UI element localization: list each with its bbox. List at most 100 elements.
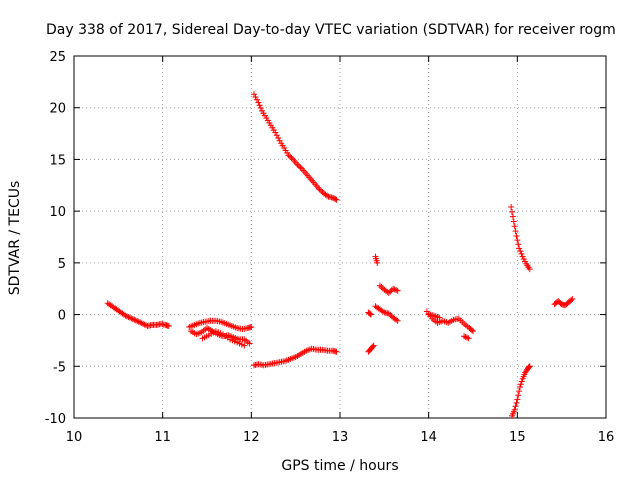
data-point [367,310,374,317]
data-point [165,322,172,329]
data-point [508,204,515,211]
y-tick-label: 10 [49,205,66,220]
series-seg-14 [461,333,472,342]
data-point [470,328,476,335]
data-point [511,223,518,230]
series-seg-5 [250,91,340,203]
series-seg-11 [376,282,401,296]
data-point [294,161,301,168]
series-seg-6 [250,345,340,369]
data-point [516,245,523,252]
data-point [461,333,468,340]
y-tick-label: 15 [49,153,66,168]
data-point [333,348,340,355]
series-seg-2 [186,317,255,333]
series-seg-1 [104,300,172,329]
data-point [509,213,516,220]
series-seg-13 [425,311,443,321]
data-point [513,232,520,239]
x-tick-label: 12 [243,430,260,445]
data-point [287,153,294,160]
data-point [134,318,141,325]
y-tick-label: -10 [45,412,66,427]
data-point [255,99,262,106]
y-tick-label: -5 [53,360,66,375]
series-seg-12 [423,308,476,335]
data-point [141,321,148,328]
data-point [132,317,139,324]
data-points [104,91,576,419]
data-point [272,129,279,136]
data-point [129,316,136,323]
y-axis-title: SDTVAR / TECUs [7,181,23,296]
data-point [387,311,394,318]
data-point [297,164,304,171]
x-tick-label: 11 [154,430,171,445]
data-point [513,399,520,406]
series-seg-15 [508,204,533,273]
series-seg-10 [372,253,381,266]
data-point [137,319,144,326]
data-point [514,237,521,244]
data-point [376,282,383,289]
data-point [126,314,133,321]
x-axis-title: GPS time / hours [281,458,398,474]
data-point [385,310,392,317]
data-point [465,335,472,342]
data-point [368,311,375,318]
data-point [370,342,377,349]
data-point [125,313,132,320]
grid-lines [74,56,606,418]
data-point [393,287,400,294]
data-point [462,333,469,340]
data-point [253,96,260,103]
data-point [394,317,401,324]
data-point [518,250,525,257]
data-point [518,378,525,385]
data-point [138,320,145,327]
data-point [510,218,517,225]
data-point [248,323,255,330]
series-seg-9 [372,303,401,324]
y-tick-label: 5 [58,257,66,272]
x-tick-label: 13 [332,430,349,445]
data-point [333,196,340,203]
data-point [250,91,257,98]
data-point [135,318,142,325]
data-point [323,192,330,199]
data-point [285,152,292,159]
data-point [128,315,135,322]
data-point [511,406,518,413]
data-point [516,383,523,390]
x-tick-label: 15 [509,430,526,445]
data-point [515,241,522,248]
data-point [316,186,323,193]
data-point [526,363,533,370]
data-point [252,94,259,101]
data-point [378,283,385,290]
series-seg-16 [509,363,533,419]
data-point [122,312,129,319]
data-point [436,314,443,321]
data-point [385,289,392,296]
data-point [526,363,533,370]
data-point [140,320,147,327]
y-tick-label: 25 [49,50,66,65]
data-point [295,162,302,169]
data-point [569,296,576,303]
data-point [379,308,386,315]
data-point [257,105,264,112]
data-point [241,342,248,349]
x-tick-label: 14 [420,430,437,445]
data-point [517,248,524,255]
data-point [517,381,524,388]
data-point [273,132,280,139]
data-point [275,135,282,142]
data-point [390,285,397,292]
x-tick-label: 16 [598,430,615,445]
data-point [246,340,253,347]
data-point [393,316,400,323]
series-seg-7 [365,342,377,355]
x-tick-label: 10 [66,430,83,445]
data-point [332,196,339,203]
